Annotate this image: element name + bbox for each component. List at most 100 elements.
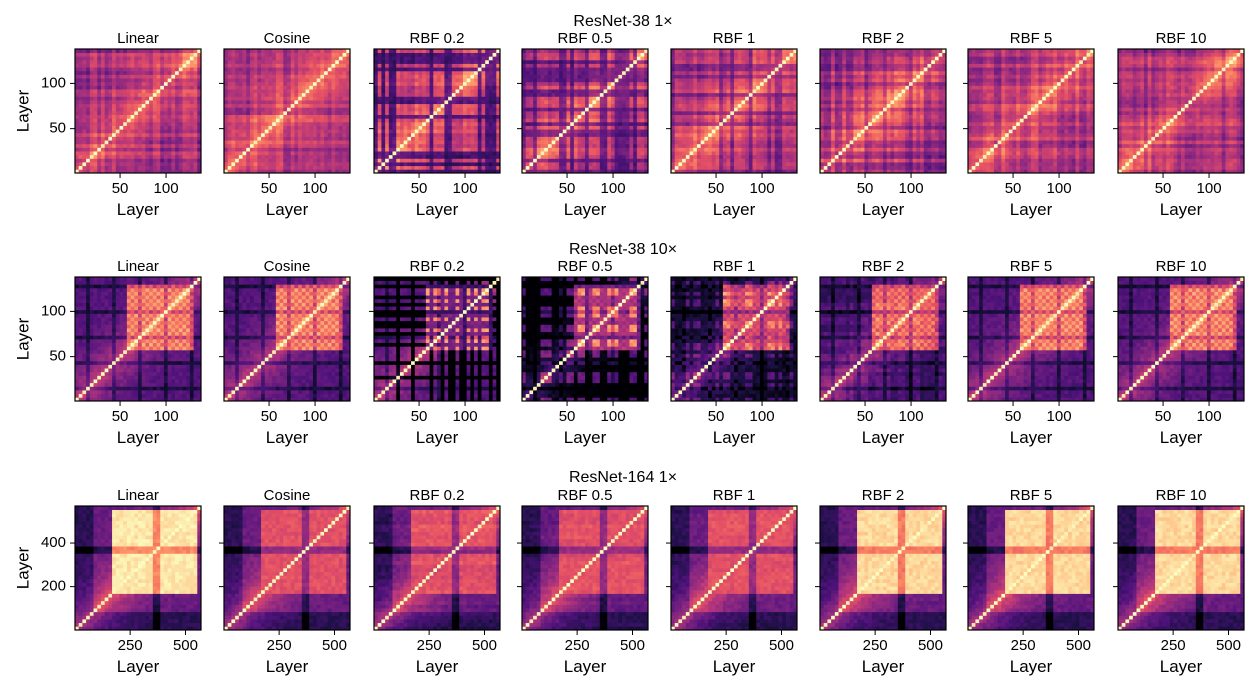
heatmap-cell [566, 147, 570, 151]
heatmap-cell [186, 60, 190, 64]
heatmap-cell [396, 64, 400, 68]
heatmap-cell [463, 126, 467, 130]
heatmap-cell [306, 122, 310, 126]
heatmap-cell [265, 100, 269, 104]
heatmap-cell [228, 56, 232, 60]
heatmap-cell [641, 100, 645, 104]
heatmap-cell [629, 100, 633, 104]
heatmap-cell [320, 64, 324, 68]
heatmap-cell [574, 122, 578, 126]
heatmap-cell [374, 126, 378, 130]
heatmap-cell [633, 85, 637, 89]
heatmap-cell [276, 162, 280, 166]
heatmap-cell [149, 147, 153, 151]
heatmap-cell [396, 93, 400, 97]
heatmap-cell [142, 67, 146, 71]
heatmap-cell [537, 137, 541, 141]
heatmap-cell [268, 75, 272, 79]
heatmap-cell [131, 60, 135, 64]
heatmap-cell [116, 151, 120, 155]
heatmap-cell [171, 158, 175, 162]
heatmap-cell [570, 89, 574, 93]
heatmap-cell [324, 166, 328, 170]
heatmap-cell [611, 96, 615, 100]
heatmap-cell [444, 64, 448, 68]
heatmap-cell [378, 78, 382, 82]
heatmap-cell [320, 67, 324, 71]
heatmap-cell [485, 60, 489, 64]
heatmap-cell [615, 158, 619, 162]
heatmap-cell [533, 151, 537, 155]
heatmap-cell [444, 155, 448, 159]
heatmap-cell [529, 85, 533, 89]
heatmap-cell [261, 122, 265, 126]
heatmap-cell [400, 133, 404, 137]
heatmap-cell [105, 89, 109, 93]
heatmap-cell [467, 60, 471, 64]
heatmap-cell [149, 166, 153, 170]
heatmap-cell [574, 53, 578, 57]
heatmap-cell [633, 82, 637, 86]
heatmap-cell [489, 93, 493, 97]
heatmap-cell [533, 115, 537, 119]
heatmap-cell [239, 140, 243, 144]
heatmap-cell [529, 93, 533, 97]
heatmap-cell [157, 75, 161, 79]
heatmap-cell [119, 78, 123, 82]
heatmap-cell [437, 96, 441, 100]
heatmap-cell [335, 155, 339, 159]
heatmap-cell [581, 93, 585, 97]
heatmap-cell [313, 82, 317, 86]
heatmap-cell [544, 115, 548, 119]
heatmap-cell [265, 75, 269, 79]
heatmap-cell [764, 162, 768, 166]
heatmap-cell [90, 118, 94, 122]
heatmap-cell [592, 147, 596, 151]
heatmap-cell [246, 126, 250, 130]
heatmap-cell [493, 118, 497, 122]
heatmap-cell [418, 60, 422, 64]
heatmap-cell [119, 64, 123, 68]
heatmap-cell [629, 78, 633, 82]
heatmap-cell [478, 75, 482, 79]
heatmap-cell [422, 162, 426, 166]
heatmap-cell [678, 158, 682, 162]
heatmap-cell [235, 140, 239, 144]
heatmap-cell [389, 71, 393, 75]
heatmap-cell [578, 100, 582, 104]
heatmap-cell [127, 93, 131, 97]
heatmap-cell [157, 140, 161, 144]
heatmap-cell [555, 56, 559, 60]
heatmap-cell [400, 115, 404, 119]
heatmap-cell [452, 155, 456, 159]
heatmap-cell [456, 140, 460, 144]
heatmap-cell [160, 140, 164, 144]
heatmap-cell [116, 56, 120, 60]
heatmap-cell [400, 147, 404, 151]
heatmap-cell [343, 129, 347, 133]
heatmap-cell [396, 82, 400, 86]
heatmap-cell [389, 93, 393, 97]
heatmap-cell [246, 147, 250, 151]
heatmap-cell [478, 71, 482, 75]
heatmap-cell [112, 166, 116, 170]
heatmap-cell [400, 107, 404, 111]
heatmap-cell [422, 60, 426, 64]
heatmap-cell [82, 78, 86, 82]
heatmap-cell [294, 166, 298, 170]
heatmap-cell [641, 155, 645, 159]
heatmap-cell [611, 93, 615, 97]
heatmap-cell [287, 100, 291, 104]
heatmap-cell [317, 107, 321, 111]
heatmap-cell [294, 53, 298, 57]
heatmap-cell [400, 85, 404, 89]
heatmap-cell [441, 78, 445, 82]
heatmap-cell [317, 67, 321, 71]
heatmap-cell [182, 104, 186, 108]
heatmap-cell [407, 162, 411, 166]
heatmap-cell [123, 75, 127, 79]
heatmap-cell [433, 60, 437, 64]
heatmap-cell [276, 67, 280, 71]
heatmap-cell [171, 155, 175, 159]
heatmap-cell [239, 56, 243, 60]
